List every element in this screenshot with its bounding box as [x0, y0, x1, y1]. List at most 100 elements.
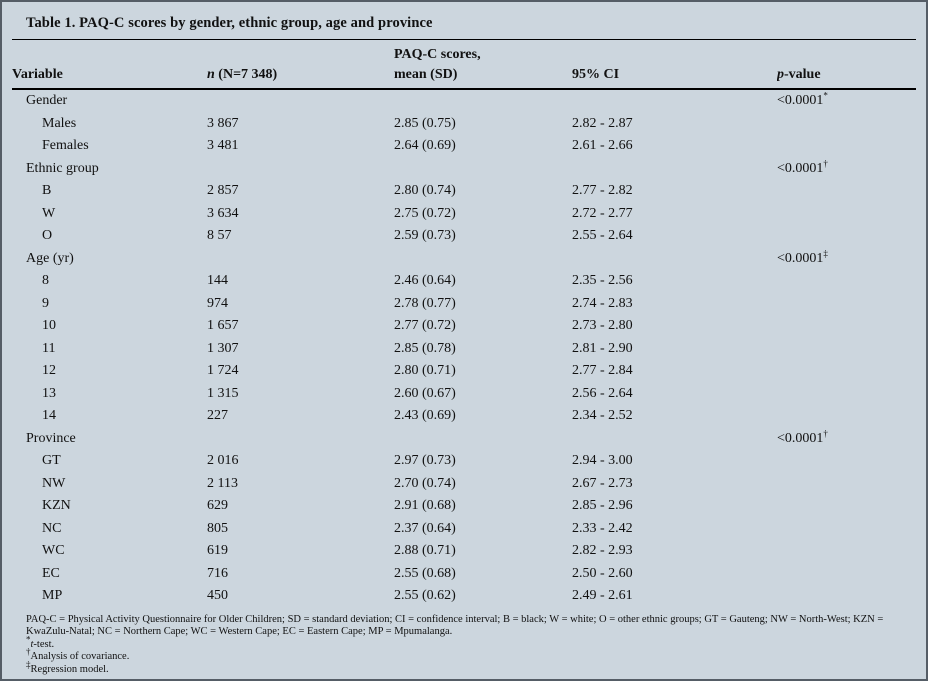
cell-n: 2 857 — [207, 183, 239, 198]
cell-mean-sd: 2.43 (0.69) — [394, 408, 456, 423]
cell-mean-sd: 2.46 (0.64) — [394, 273, 456, 288]
cell-p-value — [777, 472, 916, 495]
p-value-marker: * — [823, 90, 828, 101]
cell-p-value — [777, 585, 916, 608]
cell-mean-sd: 2.75 (0.72) — [394, 205, 456, 221]
cell-variable: 10 — [42, 318, 56, 333]
cell-p-value: <0.0001† — [777, 157, 828, 176]
header-n: n (N=7 348) — [207, 63, 394, 90]
cell-variable: 12 — [42, 363, 56, 378]
cell-p-value: <0.0001† — [777, 427, 828, 446]
cell-variable: 8 — [42, 273, 49, 288]
cell-95-ci: 2.77 - 2.82 — [572, 183, 633, 198]
cell-mean-sd — [394, 247, 572, 270]
cell-mean-sd: 2.77 (0.72) — [394, 318, 456, 333]
cell-p-value — [777, 112, 916, 135]
cell-n: 1 657 — [207, 318, 239, 333]
header-spacer — [12, 40, 207, 64]
cell-variable: 9 — [42, 295, 49, 311]
cell-mean-sd: 2.91 (0.68) — [394, 498, 456, 513]
cell-p-value — [777, 202, 916, 225]
footnote-marker: † — [26, 646, 31, 657]
data-row: 11 1 307 2.85 (0.78) 2.81 - 2.90 — [12, 337, 916, 360]
cell-p-value — [777, 315, 916, 338]
cell-n: 716 — [207, 565, 228, 581]
cell-95-ci: 2.77 - 2.84 — [572, 363, 633, 378]
cell-n — [207, 157, 394, 180]
p-value-marker: † — [823, 157, 828, 168]
cell-n: 2 016 — [207, 453, 239, 468]
cell-95-ci: 2.81 - 2.90 — [572, 340, 633, 356]
cell-p-value — [777, 270, 916, 293]
cell-95-ci: 2.35 - 2.56 — [572, 273, 633, 288]
header-paqc-scores-line1: PAQ-C scores, — [394, 47, 481, 62]
data-row: NW 2 113 2.70 (0.74) 2.67 - 2.73 — [12, 472, 916, 495]
cell-n: 629 — [207, 498, 228, 513]
cell-n: 805 — [207, 520, 228, 536]
cell-95-ci: 2.34 - 2.52 — [572, 408, 633, 423]
cell-95-ci — [572, 247, 777, 270]
title-divider — [12, 39, 916, 40]
cell-95-ci: 2.67 - 2.73 — [572, 475, 633, 491]
cell-mean-sd: 2.85 (0.78) — [394, 340, 456, 356]
cell-mean-sd: 2.80 (0.71) — [394, 363, 456, 378]
cell-p-value — [777, 225, 916, 248]
cell-variable: GT — [42, 453, 61, 468]
cell-mean-sd: 2.88 (0.71) — [394, 543, 456, 558]
cell-n: 1 724 — [207, 363, 239, 378]
cell-mean-sd: 2.80 (0.74) — [394, 183, 456, 198]
cell-95-ci — [572, 157, 777, 180]
data-row: NC 805 2.37 (0.64) 2.33 - 2.42 — [12, 517, 916, 540]
cell-95-ci: 2.72 - 2.77 — [572, 205, 633, 221]
data-row: Males 3 867 2.85 (0.75) 2.82 - 2.87 — [12, 112, 916, 135]
cell-p-value — [777, 337, 916, 360]
data-row: O 8 57 2.59 (0.73) 2.55 - 2.64 — [12, 225, 916, 248]
p-value-marker: ‡ — [823, 247, 828, 258]
header-variable: Variable — [12, 63, 207, 90]
cell-95-ci: 2.85 - 2.96 — [572, 498, 633, 513]
header-95-ci: 95% CI — [572, 63, 777, 90]
group-row: Age (yr) <0.0001‡ — [12, 247, 916, 270]
p-value-marker: † — [823, 427, 828, 438]
header-spacer — [572, 40, 777, 64]
data-row: 13 1 315 2.60 (0.67) 2.56 - 2.64 — [12, 382, 916, 405]
cell-mean-sd — [394, 427, 572, 450]
cell-p-value — [777, 180, 916, 203]
paqc-scores-table: PAQ-C scores, Variable n (N=7 348) mean … — [12, 40, 916, 607]
cell-variable: B — [42, 183, 52, 198]
table-title: Table 1. PAQ-C scores by gender, ethnic … — [26, 15, 433, 31]
cell-95-ci: 2.49 - 2.61 — [572, 588, 633, 603]
cell-mean-sd: 2.78 (0.77) — [394, 295, 456, 311]
footnote-marker: ‡ — [26, 659, 31, 669]
cell-variable: MP — [42, 588, 63, 603]
cell-95-ci: 2.61 - 2.66 — [572, 138, 633, 153]
cell-mean-sd: 2.37 (0.64) — [394, 520, 456, 536]
cell-p-value — [777, 562, 916, 585]
cell-95-ci: 2.82 - 2.87 — [572, 115, 633, 131]
cell-n: 1 307 — [207, 340, 239, 356]
cell-p-value — [777, 495, 916, 518]
cell-95-ci: 2.55 - 2.64 — [572, 228, 633, 243]
data-row: Females 3 481 2.64 (0.69) 2.61 - 2.66 — [12, 135, 916, 158]
cell-p-value — [777, 382, 916, 405]
footnote-covariance: †Analysis of covariance. — [26, 646, 130, 663]
cell-n: 3 634 — [207, 205, 239, 221]
cell-95-ci: 2.50 - 2.60 — [572, 565, 633, 581]
cell-mean-sd: 2.64 (0.69) — [394, 138, 456, 153]
cell-n: 144 — [207, 273, 228, 288]
cell-mean-sd: 2.55 (0.68) — [394, 565, 456, 581]
cell-variable: KZN — [42, 498, 71, 513]
cell-mean-sd: 2.59 (0.73) — [394, 228, 456, 243]
cell-variable: Males — [42, 115, 77, 131]
data-row: 9 974 2.78 (0.77) 2.74 - 2.83 — [12, 292, 916, 315]
cell-mean-sd: 2.97 (0.73) — [394, 453, 456, 468]
cell-n: 3 867 — [207, 115, 239, 131]
cell-n: 2 113 — [207, 475, 238, 491]
data-row: 12 1 724 2.80 (0.71) 2.77 - 2.84 — [12, 360, 916, 383]
cell-n — [207, 247, 394, 270]
cell-mean-sd — [394, 157, 572, 180]
cell-p-value: <0.0001* — [777, 90, 828, 108]
cell-n: 450 — [207, 588, 228, 603]
cell-p-value — [777, 450, 916, 473]
